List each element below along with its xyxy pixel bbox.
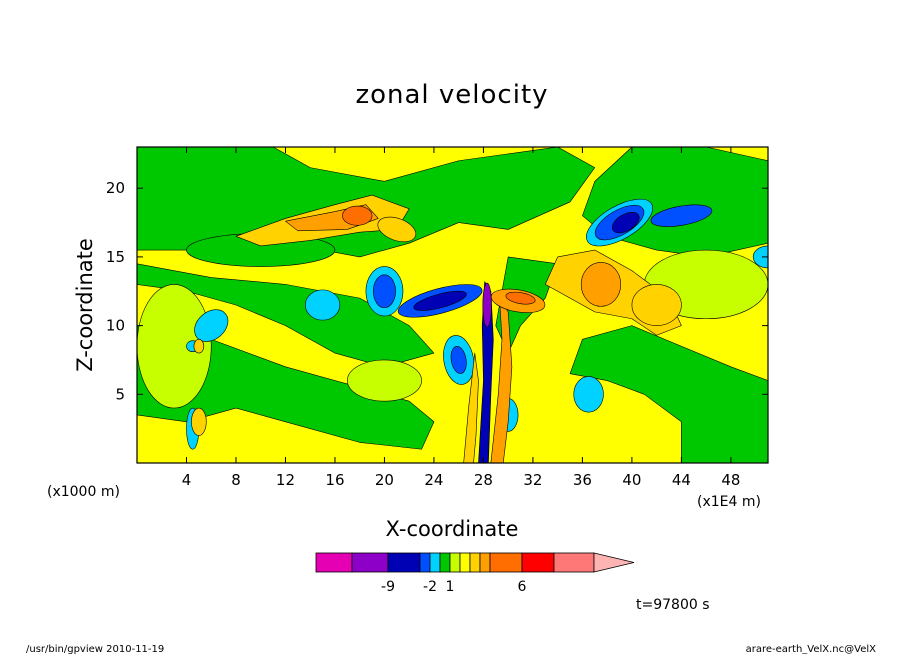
x-tick-label: 44 xyxy=(672,471,691,489)
x-tick-label: 48 xyxy=(721,471,740,489)
colorbar-swatch xyxy=(315,552,353,573)
colorbar-swatch xyxy=(387,552,421,573)
contour-region xyxy=(137,263,435,368)
chart-title: zonal velocity xyxy=(355,80,548,110)
contour-region xyxy=(478,281,494,463)
contour-region xyxy=(342,205,373,226)
contour-region xyxy=(194,309,229,342)
contour-region xyxy=(650,204,713,227)
contour-region xyxy=(450,346,467,374)
contour-region xyxy=(569,325,768,463)
y-tick-label: 15 xyxy=(106,248,125,266)
contour-region xyxy=(413,290,467,311)
x-axis-label: X-coordinate xyxy=(386,517,519,541)
contour-region xyxy=(611,211,640,234)
x-axis-ticks: 4 8 12 16 20 24 28 32 36 40 44 48 xyxy=(182,147,740,489)
contour-region xyxy=(191,407,207,436)
colorbar-swatch xyxy=(489,552,523,573)
contour-region xyxy=(193,339,205,354)
contour-region xyxy=(377,216,417,243)
contour-region xyxy=(631,284,682,326)
colorbar-swatch xyxy=(479,552,491,573)
plot-frame xyxy=(136,146,769,464)
contour-region xyxy=(463,352,479,463)
colorbar-label: -2 xyxy=(423,579,437,595)
contour-region xyxy=(505,291,536,305)
contour-region xyxy=(482,282,492,328)
colorbar-swatch xyxy=(469,552,481,573)
x-tick-label: 20 xyxy=(375,471,394,489)
footer-left: /usr/bin/gpview 2010-11-19 xyxy=(26,644,164,654)
colorbar-swatch xyxy=(521,552,555,573)
x-unit-left: (x1000 m) xyxy=(47,484,120,500)
x-tick-label: 24 xyxy=(424,471,443,489)
contour-region xyxy=(373,274,396,309)
time-annotation: t=97800 s xyxy=(636,597,710,613)
plot-area xyxy=(136,146,769,464)
colorbar-swatch xyxy=(351,552,389,573)
x-tick-label: 36 xyxy=(573,471,592,489)
x-tick-label: 12 xyxy=(276,471,295,489)
colorbar-label: -9 xyxy=(381,579,395,595)
colorbar-swatch xyxy=(429,552,441,573)
contour-region xyxy=(490,297,513,463)
x-tick-label: 16 xyxy=(325,471,344,489)
x-tick-label: 32 xyxy=(523,471,542,489)
x-unit-right: (x1E4 m) xyxy=(697,494,761,510)
colorbar xyxy=(315,552,635,573)
x-tick-label: 28 xyxy=(474,471,493,489)
contour-region xyxy=(137,284,212,409)
y-tick-label: 5 xyxy=(115,385,125,403)
colorbar-label: 1 xyxy=(446,579,455,595)
footer-right: arare-earth_VelX.nc@VelX xyxy=(746,644,877,654)
y-tick-label: 20 xyxy=(106,179,125,197)
colorbar-swatch xyxy=(449,552,461,573)
colorbar-swatch xyxy=(419,552,431,573)
x-tick-label: 40 xyxy=(622,471,641,489)
colorbar-swatch xyxy=(439,552,451,573)
contour-region xyxy=(573,376,604,413)
contour-field xyxy=(137,147,768,463)
y-axis-ticks: 5 10 15 20 xyxy=(106,179,768,403)
y-axis-label: Z-coordinate xyxy=(73,238,97,372)
contour-region xyxy=(580,262,622,307)
y-tick-label: 10 xyxy=(106,317,125,335)
contour-region xyxy=(347,359,422,402)
colorbar-label: 6 xyxy=(518,579,527,595)
contour-region xyxy=(752,245,768,269)
colorbar-swatch xyxy=(459,552,471,573)
contour-region xyxy=(304,289,341,321)
colorbar-labels: -9 -2 1 6 xyxy=(381,579,527,595)
colorbar-arrow xyxy=(593,552,635,573)
x-tick-label: 8 xyxy=(231,471,241,489)
colorbar-swatch xyxy=(553,552,595,573)
x-tick-label: 4 xyxy=(182,471,192,489)
contour-region xyxy=(137,325,435,450)
